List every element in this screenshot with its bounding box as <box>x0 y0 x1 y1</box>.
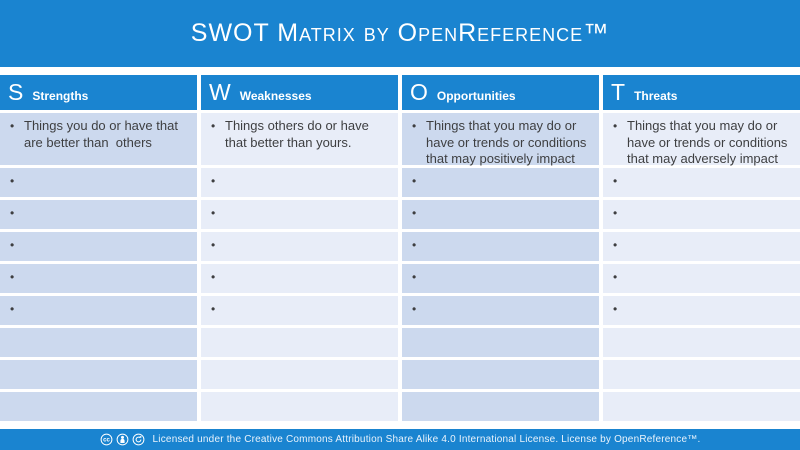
table-row-bullet: • <box>603 232 800 261</box>
column-label: Weaknesses <box>239 89 312 103</box>
table-row-description: • Things that you may do or have or tren… <box>603 113 800 183</box>
title-banner: SWOT Matrix by OpenReference™ <box>0 0 800 67</box>
table-row-empty <box>0 360 197 389</box>
table-row-bullet: • <box>402 296 599 325</box>
table-row-empty <box>201 360 398 389</box>
column-letter: T <box>611 79 626 105</box>
table-row-empty <box>201 328 398 357</box>
table-row-bullet: • <box>0 264 197 293</box>
bullet-icon: • <box>613 119 618 133</box>
column-header-weaknesses: W Weaknesses <box>201 75 398 110</box>
table-row-bullet: • <box>201 264 398 293</box>
bullet-icon: • <box>10 206 15 220</box>
bullet-icon: • <box>10 119 15 133</box>
table-row-description: • Things that you may do or have or tren… <box>402 113 599 183</box>
table-row-empty <box>0 328 197 357</box>
attribution-icon <box>116 433 128 446</box>
bullet-icon: • <box>211 270 216 284</box>
table-row-empty <box>0 392 197 421</box>
table-row-bullet: • <box>201 232 398 261</box>
table-row-empty <box>603 328 800 357</box>
cc-icon: cc <box>100 433 112 446</box>
column-letter: W <box>209 79 231 105</box>
table-row-bullet: • <box>201 296 398 325</box>
table-row-empty <box>402 392 599 421</box>
table-row-description: • Things others do or have that better t… <box>201 113 398 165</box>
table-row-bullet: • <box>603 264 800 293</box>
table-row-bullet: • <box>0 168 197 197</box>
bullet-icon: • <box>211 119 216 133</box>
table-row-empty <box>402 360 599 389</box>
bullet-icon: • <box>412 302 417 316</box>
table-row-empty <box>201 392 398 421</box>
column-label: Strengths <box>32 89 89 103</box>
description-text: Things you do or have that are better th… <box>24 118 182 150</box>
table-row-bullet: • <box>402 264 599 293</box>
table-row-empty <box>402 328 599 357</box>
column-opportunities: O Opportunities • Things that you may do… <box>402 75 599 421</box>
bullet-icon: • <box>613 174 618 188</box>
bullet-icon: • <box>412 270 417 284</box>
bullet-icon: • <box>211 238 216 252</box>
column-threats: T Threats • Things that you may do or ha… <box>603 75 800 421</box>
bullet-icon: • <box>613 270 618 284</box>
bullet-icon: • <box>412 238 417 252</box>
bullet-icon: • <box>613 302 618 316</box>
bullet-icon: • <box>10 270 15 284</box>
bullet-icon: • <box>10 302 15 316</box>
column-weaknesses: W Weaknesses • Things others do or have … <box>201 75 398 421</box>
table-row-bullet: • <box>402 232 599 261</box>
page-title: SWOT Matrix by OpenReference™ <box>190 19 610 47</box>
table-row-bullet: • <box>0 296 197 325</box>
table-row-bullet: • <box>603 296 800 325</box>
bullet-icon: • <box>211 206 216 220</box>
table-row-bullet: • <box>603 168 800 197</box>
column-header-threats: T Threats <box>603 75 800 110</box>
bullet-icon: • <box>412 206 417 220</box>
svg-text:cc: cc <box>103 438 110 444</box>
table-row-empty <box>603 392 800 421</box>
column-header-strengths: S Strengths <box>0 75 197 110</box>
table-row-bullet: • <box>0 200 197 229</box>
share-alike-icon <box>132 433 144 446</box>
column-strengths: S Strengths • Things you do or have that… <box>0 75 197 421</box>
swot-table: S Strengths • Things you do or have that… <box>0 75 800 421</box>
description-text: Things others do or have that better tha… <box>225 118 373 150</box>
table-row-description: • Things you do or have that are better … <box>0 113 197 165</box>
bullet-icon: • <box>211 174 216 188</box>
table-row-bullet: • <box>201 200 398 229</box>
column-label: Threats <box>634 89 678 103</box>
cc-license-icons: cc <box>100 433 145 446</box>
bullet-icon: • <box>412 174 417 188</box>
column-label: Opportunities <box>436 89 516 103</box>
table-row-bullet: • <box>0 232 197 261</box>
column-letter: S <box>8 79 24 105</box>
column-letter: O <box>410 79 428 105</box>
bullet-icon: • <box>10 238 15 252</box>
table-row-bullet: • <box>201 168 398 197</box>
table-row-empty <box>603 360 800 389</box>
table-row-bullet: • <box>402 168 599 197</box>
table-row-bullet: • <box>402 200 599 229</box>
column-header-opportunities: O Opportunities <box>402 75 599 110</box>
bullet-icon: • <box>211 302 216 316</box>
bullet-icon: • <box>10 174 15 188</box>
bullet-icon: • <box>412 119 417 133</box>
bullet-icon: • <box>613 238 618 252</box>
table-row-bullet: • <box>603 200 800 229</box>
license-footer: cc Licensed under the Creative Commons A… <box>0 429 800 450</box>
license-text: Licensed under the Creative Commons Attr… <box>152 434 701 445</box>
bullet-icon: • <box>613 206 618 220</box>
